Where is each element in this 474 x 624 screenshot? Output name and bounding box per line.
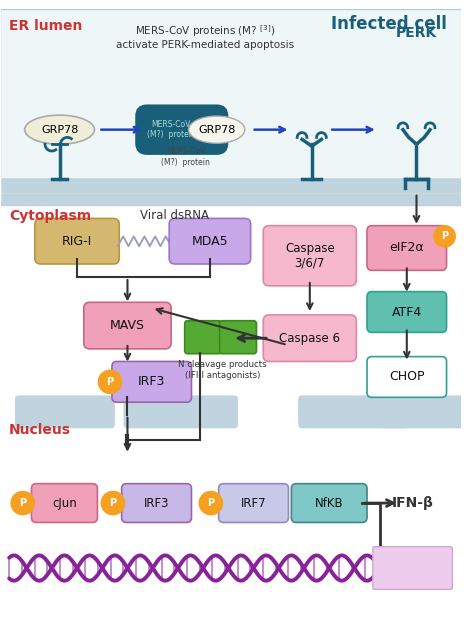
Text: Caspase 6: Caspase 6 bbox=[279, 332, 340, 344]
Text: ER lumen: ER lumen bbox=[9, 19, 82, 33]
FancyBboxPatch shape bbox=[263, 226, 356, 286]
Text: RIG-I: RIG-I bbox=[62, 235, 92, 248]
FancyBboxPatch shape bbox=[124, 409, 238, 429]
Text: eIF2α: eIF2α bbox=[390, 241, 424, 255]
Text: IRF3: IRF3 bbox=[144, 497, 169, 510]
FancyBboxPatch shape bbox=[367, 356, 447, 397]
FancyBboxPatch shape bbox=[1, 178, 461, 193]
Text: N cleavage products
(IFI-I antagonists): N cleavage products (IFI-I antagonists) bbox=[178, 361, 267, 380]
Circle shape bbox=[101, 492, 125, 515]
FancyBboxPatch shape bbox=[367, 226, 447, 270]
FancyBboxPatch shape bbox=[122, 484, 191, 522]
Text: ATF4: ATF4 bbox=[392, 306, 422, 318]
Text: P: P bbox=[19, 498, 26, 508]
FancyBboxPatch shape bbox=[367, 291, 447, 333]
FancyBboxPatch shape bbox=[35, 218, 119, 264]
Text: Viral dsRNA: Viral dsRNA bbox=[139, 208, 209, 222]
Text: MAVS: MAVS bbox=[110, 319, 145, 332]
FancyBboxPatch shape bbox=[84, 302, 171, 349]
Text: PERK: PERK bbox=[396, 26, 437, 40]
FancyBboxPatch shape bbox=[263, 315, 356, 361]
Text: IRF7: IRF7 bbox=[241, 497, 266, 510]
FancyBboxPatch shape bbox=[31, 484, 97, 522]
FancyBboxPatch shape bbox=[124, 396, 238, 415]
Text: Nucleus: Nucleus bbox=[9, 422, 71, 437]
Circle shape bbox=[11, 492, 34, 515]
FancyBboxPatch shape bbox=[373, 547, 452, 590]
Ellipse shape bbox=[25, 115, 94, 144]
FancyBboxPatch shape bbox=[219, 484, 289, 522]
Text: Infected cell: Infected cell bbox=[331, 15, 447, 33]
FancyBboxPatch shape bbox=[0, 9, 462, 205]
FancyBboxPatch shape bbox=[15, 409, 115, 429]
Text: MERS-CoV proteins (M? $^{[3]}$)
activate PERK-mediated apoptosis: MERS-CoV proteins (M? $^{[3]}$) activate… bbox=[116, 23, 294, 51]
Text: IFN-β: IFN-β bbox=[392, 496, 434, 510]
FancyBboxPatch shape bbox=[15, 396, 115, 415]
Text: NfKB: NfKB bbox=[315, 497, 344, 510]
Text: IRF3: IRF3 bbox=[138, 375, 165, 388]
FancyBboxPatch shape bbox=[292, 484, 367, 522]
Text: P: P bbox=[207, 498, 214, 508]
Circle shape bbox=[99, 370, 122, 394]
FancyBboxPatch shape bbox=[169, 218, 251, 264]
Text: MERS-CoV
(M?)  protein: MERS-CoV (M?) protein bbox=[161, 147, 210, 167]
Text: CHOP: CHOP bbox=[389, 371, 425, 384]
FancyBboxPatch shape bbox=[135, 104, 228, 155]
Text: Cytoplasm: Cytoplasm bbox=[9, 209, 91, 223]
FancyBboxPatch shape bbox=[381, 409, 466, 429]
Text: P: P bbox=[441, 232, 448, 241]
Text: cJun: cJun bbox=[52, 497, 77, 510]
Text: MDA5: MDA5 bbox=[191, 235, 228, 248]
FancyBboxPatch shape bbox=[298, 409, 408, 429]
Ellipse shape bbox=[189, 116, 245, 144]
Text: MERS-CoV
(M?)  protein: MERS-CoV (M?) protein bbox=[146, 120, 196, 139]
Circle shape bbox=[199, 492, 222, 515]
Text: GRP78: GRP78 bbox=[41, 125, 78, 135]
FancyBboxPatch shape bbox=[219, 321, 256, 354]
FancyBboxPatch shape bbox=[298, 396, 408, 415]
Text: P: P bbox=[107, 377, 114, 387]
FancyBboxPatch shape bbox=[112, 361, 191, 402]
FancyBboxPatch shape bbox=[185, 321, 221, 354]
Text: Caspase
3/6/7: Caspase 3/6/7 bbox=[285, 241, 335, 270]
Text: GRP78: GRP78 bbox=[198, 125, 236, 135]
Text: P: P bbox=[109, 498, 117, 508]
FancyBboxPatch shape bbox=[381, 396, 466, 415]
Circle shape bbox=[434, 226, 456, 247]
FancyBboxPatch shape bbox=[1, 193, 461, 207]
